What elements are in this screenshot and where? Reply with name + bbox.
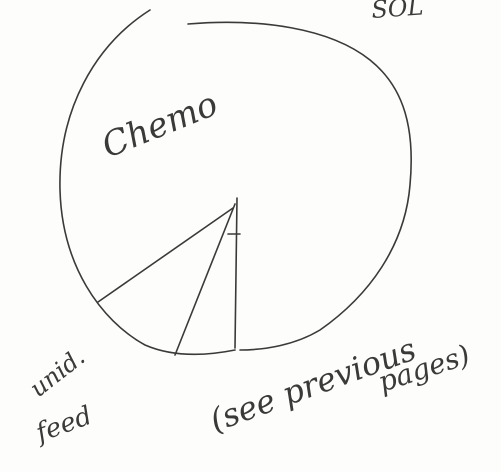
- top-right-scrawl: SOL: [370, 0, 424, 24]
- circle-outline-right: [187, 21, 413, 351]
- slice-line-3: [234, 197, 238, 349]
- slice-line-1: [97, 207, 234, 303]
- unid-label: unid.: [24, 343, 90, 403]
- feed-label: feed: [30, 401, 96, 449]
- chemo-label: Chemo: [96, 84, 223, 166]
- slice-line-2: [174, 203, 236, 356]
- circle-outline-left: [59, 9, 236, 356]
